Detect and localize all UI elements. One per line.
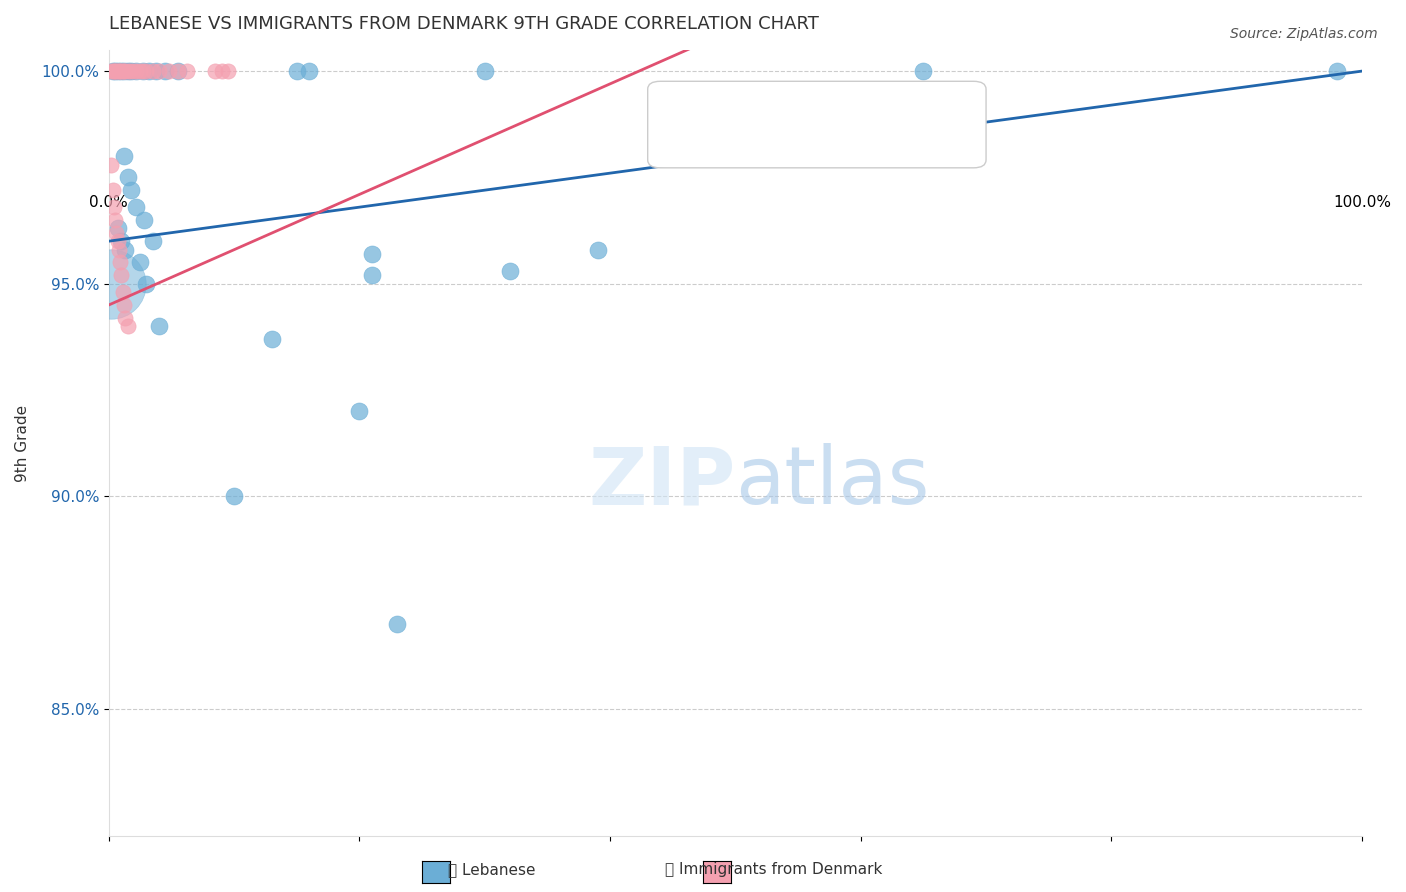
Point [385,616,408,631]
Point [117,319,139,334]
Point [111,285,134,300]
Point [145,64,167,78]
Point [101,183,124,197]
Point [101,64,124,78]
Point [138,64,160,78]
Point [135,277,157,291]
Point [112,64,135,78]
Text: ZIP: ZIP [588,443,735,522]
Point [1326,64,1348,78]
Point [129,255,152,269]
Point [100,277,122,291]
Point [107,234,129,248]
Point [117,64,139,78]
Point [361,268,384,283]
Point [103,200,125,214]
Text: 0.0%: 0.0% [90,195,128,211]
Point [100,158,122,172]
Point [120,64,142,78]
Legend: R = 0.205    N = 44, R = 0.375    N = 41: R = 0.205 N = 44, R = 0.375 N = 41 [703,89,931,165]
Point [112,298,135,312]
Point [101,64,124,78]
Point [121,64,143,78]
Point [142,234,165,248]
Point [112,149,135,163]
Point [499,264,522,278]
Point [474,64,496,78]
Text: ⬜ Immigrants from Denmark: ⬜ Immigrants from Denmark [665,863,882,877]
Point [166,64,188,78]
Point [120,64,142,78]
Point [110,268,132,283]
Point [131,64,153,78]
Y-axis label: 9th Grade: 9th Grade [15,405,30,482]
Point [349,404,371,418]
Text: atlas: atlas [735,443,929,522]
Point [260,332,283,346]
Point [157,64,180,78]
Point [110,234,132,248]
Point [217,64,239,78]
Point [110,64,132,78]
Point [114,310,136,325]
Point [125,200,148,214]
Point [105,226,128,240]
Point [108,243,131,257]
Point [912,64,935,78]
Point [110,64,132,78]
Point [120,183,142,197]
Point [108,255,131,269]
Point [104,213,127,227]
Point [166,64,188,78]
Point [125,64,148,78]
Point [224,489,246,503]
Point [148,319,170,334]
Point [204,64,226,78]
Point [298,64,321,78]
Text: LEBANESE VS IMMIGRANTS FROM DENMARK 9TH GRADE CORRELATION CHART: LEBANESE VS IMMIGRANTS FROM DENMARK 9TH … [108,15,818,33]
Point [112,64,135,78]
Point [211,64,233,78]
Text: 100.0%: 100.0% [1333,195,1391,211]
Point [132,213,155,227]
Point [117,170,139,185]
Point [117,64,139,78]
Point [103,64,125,78]
Point [125,64,148,78]
Point [586,243,609,257]
FancyBboxPatch shape [648,81,986,168]
Point [107,221,129,235]
Point [114,243,136,257]
Point [104,64,127,78]
Point [285,64,308,78]
Point [107,64,129,78]
Text: Source: ZipAtlas.com: Source: ZipAtlas.com [1230,27,1378,41]
Point [148,64,170,78]
Point [129,64,152,78]
Point [176,64,198,78]
Point [142,64,165,78]
Point [131,64,153,78]
Point [100,64,122,78]
Point [107,64,129,78]
Point [108,64,131,78]
Point [104,64,127,78]
Text: ⬜ Lebanese: ⬜ Lebanese [449,863,536,877]
Point [155,64,177,78]
Point [114,64,136,78]
Point [135,64,157,78]
Point [361,247,384,261]
Point [105,64,128,78]
Point [111,64,134,78]
Point [108,64,131,78]
